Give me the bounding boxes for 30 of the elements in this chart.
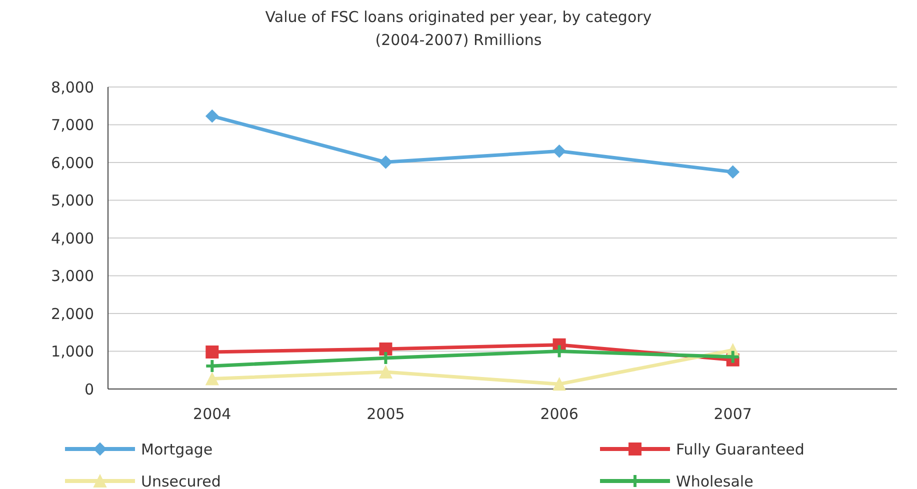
x-tick-label: 2006 (540, 405, 578, 423)
point (206, 346, 219, 359)
y-tick-label: 2,000 (51, 304, 94, 323)
point (379, 342, 392, 356)
y-tick-label: 1,000 (51, 342, 94, 360)
point (725, 349, 740, 364)
x-tick-label: 2005 (366, 405, 405, 423)
point (379, 156, 392, 169)
y-tick-label: 3,000 (51, 267, 94, 285)
chart-subtitle: (2004-2007) Rmillions (375, 31, 542, 49)
y-tick-label: 0 (84, 380, 94, 398)
point (206, 372, 219, 386)
point (206, 110, 219, 123)
point (552, 144, 566, 158)
y-tick-label: 7,000 (51, 116, 94, 134)
legend-label: Unsecured (141, 472, 221, 489)
chart-title: Value of FSC loans originated per year, by category (265, 8, 652, 26)
point (379, 366, 392, 379)
point (552, 378, 566, 391)
point (552, 344, 567, 359)
legend-label: Wholesale (676, 472, 754, 489)
x-tick-label: 2004 (193, 405, 232, 423)
legend-label: Mortgage (141, 440, 213, 458)
legend-label: Fully Guaranteed (676, 440, 804, 458)
x-tick-label: 2007 (714, 405, 752, 423)
y-tick-label: 4,000 (51, 229, 94, 248)
y-tick-label: 8,000 (51, 78, 94, 96)
y-tick-label: 5,000 (51, 192, 94, 210)
point (726, 165, 740, 178)
y-tick-label: 6,000 (51, 154, 94, 172)
